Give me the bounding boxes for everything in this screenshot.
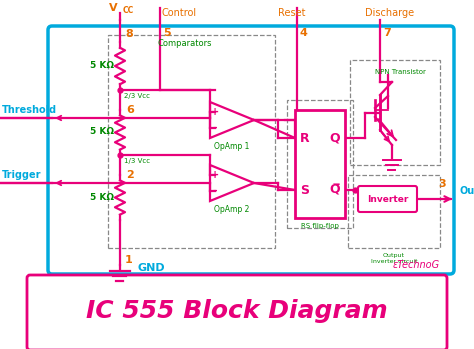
Text: Reset: Reset: [278, 8, 306, 18]
Text: 3: 3: [438, 179, 446, 189]
Text: 7: 7: [383, 28, 391, 38]
Text: Discharge: Discharge: [365, 8, 415, 18]
Text: Output
Inverter circuit: Output Inverter circuit: [371, 253, 417, 264]
Text: Comparators: Comparators: [158, 38, 212, 47]
Text: Threshold: Threshold: [2, 105, 57, 115]
Text: OpAmp 1: OpAmp 1: [214, 142, 250, 151]
Text: 2: 2: [126, 170, 134, 180]
Text: +: +: [211, 107, 219, 117]
Text: 5 KΩ: 5 KΩ: [90, 127, 114, 136]
Text: 5: 5: [163, 28, 171, 38]
Text: IC 555 Block Diagram: IC 555 Block Diagram: [86, 299, 388, 323]
Text: 1/3 Vcc: 1/3 Vcc: [124, 158, 150, 164]
Text: OpAmp 2: OpAmp 2: [214, 205, 250, 214]
Text: S: S: [301, 184, 310, 196]
FancyBboxPatch shape: [358, 186, 417, 212]
Text: +: +: [211, 170, 219, 180]
Text: 8: 8: [125, 29, 133, 39]
Text: Q̅: Q̅: [330, 184, 340, 196]
Text: 1: 1: [125, 255, 133, 265]
Text: GND: GND: [138, 263, 165, 273]
Text: Output: Output: [460, 186, 474, 196]
Text: 5 KΩ: 5 KΩ: [90, 193, 114, 201]
Text: Control: Control: [162, 8, 197, 18]
Bar: [295, 110, 345, 218]
Text: 2/3 Vcc: 2/3 Vcc: [124, 93, 150, 99]
Text: 4: 4: [300, 28, 308, 38]
FancyBboxPatch shape: [27, 275, 447, 349]
Text: RS flip-flop: RS flip-flop: [301, 223, 339, 229]
Text: Q: Q: [330, 132, 340, 144]
Text: 6: 6: [126, 105, 134, 115]
Text: εTechnoG: εTechnoG: [393, 260, 440, 270]
Text: 5 KΩ: 5 KΩ: [90, 61, 114, 70]
Text: V: V: [109, 3, 118, 13]
Text: NPN Transistor: NPN Transistor: [374, 69, 426, 75]
Text: R: R: [300, 132, 310, 144]
Text: -: -: [213, 186, 217, 196]
Text: -: -: [213, 123, 217, 133]
Text: Inverter: Inverter: [367, 194, 408, 203]
Text: Trigger: Trigger: [2, 170, 42, 180]
Text: CC: CC: [123, 6, 134, 15]
